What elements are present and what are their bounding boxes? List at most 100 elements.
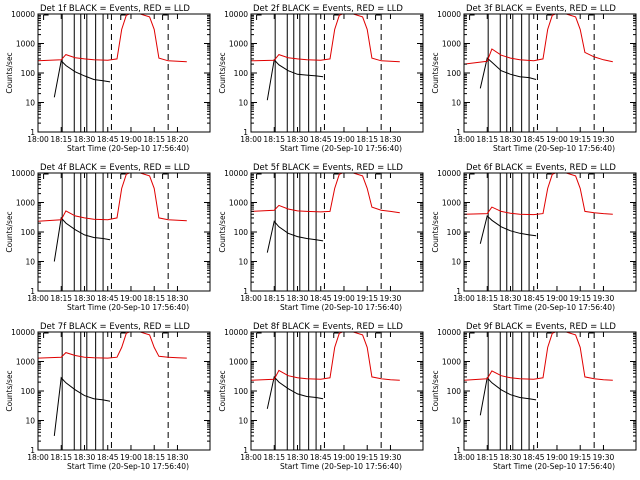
chart-panel-9: Det 9f BLACK = Events, RED = LLD 1 10 100 10… — [431, 322, 637, 471]
chart-panel-7: Det 7f BLACK = Events, RED = LLD 1 10 100 10… — [5, 322, 211, 471]
y-tick-label: 100 — [447, 69, 462, 78]
lld-series-line — [38, 14, 187, 63]
events-series-line — [479, 376, 537, 416]
x-tick-label: 18:00 — [453, 135, 475, 144]
y-axis-label: Counts/sec — [5, 370, 14, 411]
chart-panel-6: Det 6f BLACK = Events, RED = LLD 1 10 100 10… — [431, 163, 637, 312]
x-tick-label: 19:30 — [593, 294, 615, 303]
x-tick-label: 18:15 — [263, 453, 285, 462]
lld-series-line — [464, 14, 613, 65]
x-tick-label: 19:30 — [380, 453, 402, 462]
x-tick-label: 18:30 — [500, 135, 522, 144]
y-axis-label: Counts/sec — [431, 52, 440, 93]
y-tick-label: 10000 — [437, 169, 461, 178]
top-bracket-marker — [588, 173, 594, 179]
x-tick-label: 19:15 — [569, 135, 591, 144]
x-tick-label: 18:45 — [97, 135, 119, 144]
y-tick-label: 1 — [243, 287, 248, 296]
x-tick-label: 19:00 — [546, 294, 568, 303]
x-tick-label: 18:15 — [50, 453, 72, 462]
y-tick-label: 1000 — [442, 358, 461, 367]
y-tick-label: 10 — [451, 99, 461, 108]
x-tick-label: 19:30 — [380, 294, 402, 303]
top-bracket-marker — [375, 332, 381, 338]
panel-title: Det 8f BLACK = Events, RED = LLD — [253, 322, 403, 332]
y-tick-label: 100 — [234, 228, 249, 237]
y-tick-label: 10 — [451, 417, 461, 426]
top-bracket-marker — [43, 173, 49, 179]
y-tick-label: 1000 — [442, 40, 461, 49]
x-tick-label: 18:45 — [97, 453, 119, 462]
y-tick-label: 10 — [25, 99, 35, 108]
y-tick-label: 10 — [238, 99, 248, 108]
y-tick-label: 10000 — [224, 328, 248, 337]
x-tick-label: 19:15 — [569, 453, 591, 462]
x-tick-label: 19:00 — [333, 453, 355, 462]
plot-frame — [37, 331, 211, 451]
top-bracket-marker — [333, 14, 339, 20]
x-tick-label: 18:15 — [356, 135, 378, 144]
x-tick-label: 18:30 — [167, 294, 189, 303]
x-tick-label: 18:45 — [97, 294, 119, 303]
chart-panel-4: Det 4f BLACK = Events, RED = LLD 1 10 100 10… — [5, 163, 211, 312]
x-tick-label: 18:00 — [27, 453, 49, 462]
top-bracket-marker — [256, 14, 262, 20]
x-axis-label: Start Time (20-Sep-10 17:56:40) — [67, 303, 189, 312]
y-tick-label: 1000 — [229, 199, 248, 208]
panel-title: Det 3f BLACK = Events, RED = LLD — [466, 4, 616, 14]
y-axis-label: Counts/sec — [218, 211, 227, 252]
chart-panel-8: Det 8f BLACK = Events, RED = LLD 1 10 100 10… — [218, 322, 424, 471]
y-tick-label: 10000 — [224, 169, 248, 178]
top-bracket-marker — [546, 14, 552, 20]
x-tick-label: 18:00 — [27, 135, 49, 144]
lld-series-line — [251, 332, 400, 381]
plot-frame — [463, 172, 637, 292]
plot-frame — [37, 13, 211, 133]
x-tick-label: 18:30 — [167, 453, 189, 462]
y-tick-label: 10000 — [437, 328, 461, 337]
x-tick-label: 18:00 — [453, 294, 475, 303]
x-tick-label: 18:30 — [380, 135, 402, 144]
top-bracket-marker — [43, 14, 49, 20]
y-axis-label: Counts/sec — [5, 52, 14, 93]
y-tick-label: 1000 — [229, 40, 248, 49]
top-bracket-marker — [469, 173, 475, 179]
top-bracket-marker — [162, 14, 168, 20]
top-bracket-marker — [469, 14, 475, 20]
plot-frame — [250, 13, 424, 133]
y-tick-label: 10000 — [11, 169, 35, 178]
y-tick-label: 100 — [234, 387, 249, 396]
x-tick-label: 18:15 — [476, 453, 498, 462]
y-tick-label: 10 — [238, 258, 248, 267]
y-tick-label: 1000 — [442, 199, 461, 208]
y-axis-label: Counts/sec — [431, 370, 440, 411]
lld-series-line — [251, 14, 400, 63]
events-series-line — [479, 214, 537, 244]
y-tick-label: 10 — [25, 258, 35, 267]
x-tick-label: 18:00 — [240, 294, 262, 303]
x-tick-label: 18:45 — [523, 294, 545, 303]
x-tick-label: 19:00 — [546, 453, 568, 462]
x-axis-label: Start Time (20-Sep-10 17:56:40) — [280, 303, 402, 312]
y-tick-label: 1 — [243, 446, 248, 455]
y-tick-label: 100 — [234, 69, 249, 78]
top-bracket-marker — [256, 173, 262, 179]
y-tick-label: 1 — [456, 446, 461, 455]
y-tick-label: 10000 — [11, 10, 35, 19]
x-tick-label: 18:00 — [453, 453, 475, 462]
top-bracket-marker — [120, 14, 126, 20]
x-tick-label: 18:15 — [143, 135, 165, 144]
panel-title: Det 5f BLACK = Events, RED = LLD — [253, 163, 403, 173]
events-series-line — [53, 59, 111, 98]
y-tick-label: 1 — [30, 128, 35, 137]
x-tick-label: 18:15 — [50, 294, 72, 303]
chart-panel-1: Det 1f BLACK = Events, RED = LLD 1 10 100 10… — [5, 4, 211, 153]
y-tick-label: 10 — [238, 417, 248, 426]
x-tick-label: 18:20 — [167, 135, 189, 144]
y-tick-label: 1 — [30, 287, 35, 296]
plot-frame — [250, 172, 424, 292]
top-bracket-marker — [375, 14, 381, 20]
events-series-line — [266, 220, 324, 253]
y-tick-label: 1 — [456, 128, 461, 137]
x-tick-label: 18:30 — [500, 294, 522, 303]
